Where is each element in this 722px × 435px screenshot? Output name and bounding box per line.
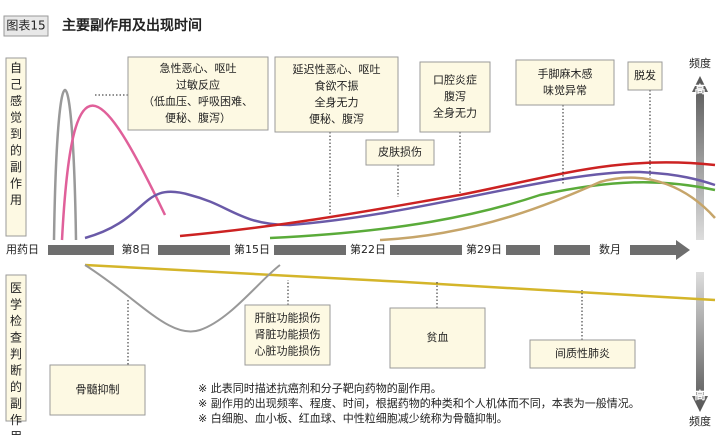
timeline-label: 数月 (599, 243, 621, 256)
callout-box (515, 59, 615, 106)
curve (84, 264, 281, 333)
curve (84, 263, 716, 302)
side-label-bottom: 医学检查判断的副作用 (10, 281, 22, 435)
callout-box (365, 139, 435, 166)
callout-box (389, 307, 486, 369)
callout-text: 全身无力 (433, 106, 477, 120)
callout-box (529, 339, 636, 369)
callout-box (419, 61, 491, 133)
callout-text: 过敏反应 (176, 77, 220, 91)
callout-text: 骨髓抑制 (76, 382, 120, 396)
callout-text: （低血压、呼吸困难、 (143, 94, 253, 108)
callout-box (244, 304, 331, 366)
callout-text: 肾脏功能损伤 (255, 327, 321, 341)
freq-high: 高 (695, 82, 706, 96)
freq-arrow (692, 76, 708, 240)
timeline-start: 用药日 (6, 243, 39, 256)
side-box (5, 274, 27, 422)
callout-text: 便秘、腹泻 (309, 111, 364, 125)
callout-text: 贫血 (427, 330, 449, 344)
callout-text: 皮肤损伤 (378, 145, 422, 159)
callout-box (274, 56, 399, 133)
freq-label: 频度 (689, 56, 711, 70)
callout-text: 便秘、腹泻） (165, 110, 231, 124)
timeline-label: 第15日 (234, 242, 270, 256)
connectors (93, 90, 651, 365)
timeline-label: 第22日 (350, 242, 386, 256)
callout-box (49, 364, 146, 416)
note: ※ 副作用的出现频率、程度、时间，根据药物的种类和个人机体而不同，本表为一般情况… (198, 396, 640, 410)
callout-text: 间质性肺炎 (555, 346, 610, 360)
freq-high: 高 (695, 388, 706, 402)
freq-label: 频度 (689, 414, 711, 428)
callout-text: 口腔炎症 (433, 73, 477, 87)
callout-text: 心脏功能损伤 (255, 344, 321, 358)
callout-text: 腹泻 (444, 89, 466, 103)
curves (52, 89, 716, 242)
callout-text: 急性恶心、呕吐 (160, 61, 237, 75)
callout-box (127, 56, 269, 131)
callout-text: 延迟性恶心、呕吐 (293, 62, 381, 76)
timeline-label: 第8日 (122, 242, 151, 256)
freq-arrow (692, 272, 708, 412)
side-box (5, 57, 27, 237)
callout-text: 脱发 (634, 68, 656, 82)
callout-text: 手脚麻木感 (538, 66, 593, 80)
callout-text: 全身无力 (315, 95, 359, 109)
note: ※ 此表同时描述抗癌剂和分子靶向药物的副作用。 (198, 381, 442, 395)
badge: 图表15 (6, 19, 45, 33)
side-label-top: 自己感觉到的副作用 (10, 61, 22, 207)
badge-box (3, 15, 49, 37)
callout-text: 肝脏功能损伤 (255, 311, 321, 325)
callout-box (627, 61, 663, 91)
timeline-arrow (676, 240, 690, 260)
title: 主要副作用及出现时间 (62, 17, 202, 34)
timeline-label: 第29日 (466, 242, 502, 256)
note: ※ 白细胞、血小板、红血球、中性粒细胞减少统称为骨髓抑制。 (198, 411, 508, 425)
callout-text: 味觉异常 (543, 84, 587, 97)
callout-text: 食欲不振 (315, 78, 359, 92)
